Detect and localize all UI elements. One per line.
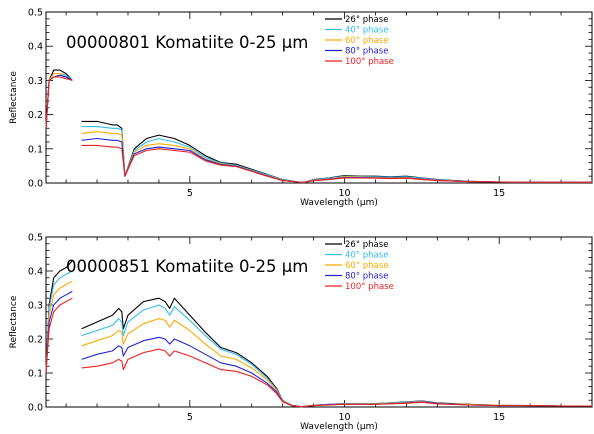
legend-entry: 26° phase	[345, 15, 388, 25]
y-tick-label: 0.5	[28, 8, 43, 19]
chart-panel-1: 5 10 15 0.0 0.1 0.2 0.3 0.4 0.5 Wavelength (μm) Re…	[9, 8, 593, 208]
legend-entry: 100° phase	[345, 57, 394, 67]
y-axis-label: Reflectance	[9, 295, 19, 348]
y-tick-label: 0.2	[28, 335, 43, 346]
y-tick-label: 0.4	[28, 267, 43, 278]
x-tick-label: 5	[187, 412, 193, 423]
legend-entry: 60° phase	[345, 261, 388, 271]
x-tick-label: 10	[338, 412, 350, 423]
series-line-5	[45, 297, 592, 408]
legend-entry: 40° phase	[345, 251, 388, 261]
y-tick-label: 0.0	[28, 403, 43, 414]
y-tick-label: 0.1	[28, 369, 43, 380]
legend-entry: 80° phase	[345, 272, 388, 282]
y-tick-label: 0.1	[28, 144, 43, 155]
sample-title: 00000801 Komatiite 0-25 μm	[66, 33, 308, 52]
legend-entry: 60° phase	[345, 36, 388, 46]
y-tick-label: 0.0	[28, 179, 43, 190]
x-axis-label: Wavelength (μm)	[300, 422, 378, 432]
chart-panel-2: 5 10 15 0.0 0.1 0.2 0.3 0.4 0.5 Wavelength (μm) Re…	[9, 233, 593, 432]
plot-frame	[45, 11, 593, 184]
x-tick-label: 15	[493, 188, 505, 199]
y-axis-label: Reflectance	[9, 71, 19, 124]
plot-frame	[45, 236, 593, 408]
y-tick-label: 0.2	[28, 110, 43, 121]
y-tick-label: 0.3	[28, 301, 43, 312]
y-tick-label: 0.5	[28, 233, 43, 244]
y-tick-label: 0.4	[28, 42, 43, 53]
y-tick-label: 0.3	[28, 76, 43, 87]
legend-entry: 26° phase	[345, 240, 388, 250]
legend-entry: 100° phase	[345, 282, 394, 292]
legend-entry: 80° phase	[345, 47, 388, 57]
series-line-5	[45, 76, 592, 183]
sample-title: 00000851 Komatiite 0-25 μm	[66, 257, 308, 276]
legend-entry: 40° phase	[345, 26, 388, 36]
x-tick-label: 5	[187, 188, 193, 199]
x-axis-label: Wavelength (μm)	[300, 198, 378, 208]
x-tick-label: 10	[338, 188, 350, 199]
x-tick-label: 15	[493, 412, 505, 423]
